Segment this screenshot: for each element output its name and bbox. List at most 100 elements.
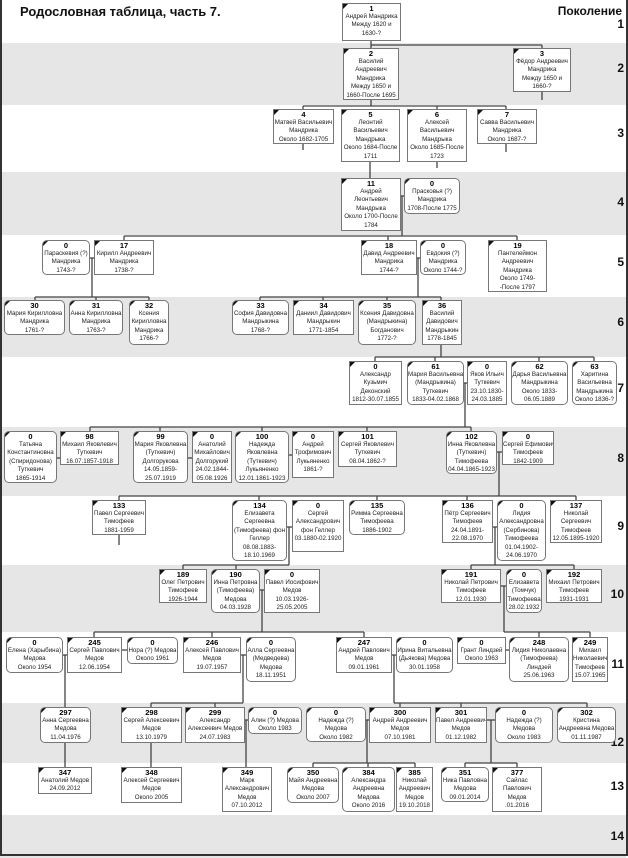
person-box[interactable]: 134 Елизавета Сергеевна (Тимофеева) фон Гелл… (232, 500, 287, 561)
person-box[interactable]: 300 Андрей Андреевич Медов 07.10.1981 (369, 707, 431, 743)
person-detail-line: Михаил (578, 647, 602, 654)
person-box[interactable]: 299 Александр Алексеевич Медов 24.07.1983 (185, 707, 245, 743)
person-box[interactable]: 0 Татьяна Константиновна (Спиридонова) Тутке… (4, 431, 57, 483)
person-box[interactable]: 0 Надежда (?) Медова Около 1982 (306, 707, 366, 742)
person-box[interactable]: 30 Мария Кирилловна Мандрика 1761-? (4, 300, 65, 335)
person-detail-line: 1865-1914 (15, 474, 46, 482)
edit-corner-icon (265, 570, 270, 575)
person-detail-line: Деконский (360, 387, 391, 395)
person-box[interactable]: 247 Андрей Павлович Медов 09.01.1961 (336, 637, 392, 673)
person-box[interactable]: 0 Павел Иосифович Медов 10.03.1926- 25.05.20… (264, 569, 320, 613)
person-box[interactable]: 0 Ирина Витальевна (Дьякова) Медова 30.01.1… (396, 637, 453, 673)
person-box[interactable]: 135 Римма Сергеевна Тимофеева 1886-1902 (349, 500, 405, 535)
person-box[interactable]: 133 Павел Сергеевич Тимофеев 1881-1959 (92, 500, 146, 535)
person-box[interactable]: 192 Михаил Петрович Тимофеев 1931-1931 (546, 569, 602, 603)
person-box[interactable]: 191 Николай Петрович Тимофеев 12.01.1930 (441, 569, 501, 603)
person-detail-line: Мандрика (134, 326, 164, 334)
person-box[interactable]: 350 Майя Андреевна Медова Около 2007 (287, 767, 339, 803)
person-box[interactable]: 249 Михаил Николаевич Тимофеев 15.07.1965 (572, 637, 608, 682)
person-box[interactable]: 298 Сергей Алексеевич Медов 13.10.1979 (121, 707, 182, 743)
person-box[interactable]: 301 Павел Андреевич Медов 01.12.1982 (435, 707, 487, 743)
person-box[interactable]: 385 Николай Андреевич Медов 19.10.2018 (396, 767, 433, 812)
person-box[interactable]: 4 Матвей Васильевич Мандрика Около 1682-170… (273, 109, 334, 144)
person-box[interactable]: 3 Фёдор Андреевич Мандрика Между 1650 и 1660… (513, 48, 571, 92)
person-box[interactable]: 31 Анна Кирилловна Мандрика 1763-? (69, 300, 123, 335)
person-detail-line: Андрей (360, 188, 382, 195)
person-box[interactable]: 102 Инна Яковлевна (Туткевич) Тимофеева 04.0… (446, 431, 497, 474)
person-box[interactable]: 136 Пётр Сергеевич Тимофеев 24.04.1891- 22.0… (442, 500, 493, 543)
person-detail-line: Мандрика (428, 258, 458, 266)
person-box[interactable]: 190 Инна Петровна (Тимофеева) Медова 04.03.1… (211, 569, 260, 613)
person-box[interactable]: 0 Надежда (?) Медова Около 1983 (495, 707, 553, 743)
person-detail-line: Мария Яковлевна (134, 441, 187, 448)
person-box[interactable]: 63 Харитина Васильевна Мандрыкина Около 1836… (572, 361, 617, 405)
person-detail-line: Сергей Яковлевич (341, 441, 394, 448)
person-detail-line: 1931-1931 (559, 595, 589, 603)
person-detail-line: 1743-? (56, 266, 76, 274)
person-box[interactable]: 0 Грант Линдзей Около 1963 (457, 637, 506, 664)
person-detail-line: -После 1797 (499, 283, 536, 291)
edit-corner-icon (337, 638, 342, 643)
person-box[interactable]: 0 Андрей Трофимович Лукьяненко 1861-? (292, 431, 334, 478)
person-detail-line: 24.06.1970 (506, 552, 537, 560)
person-box[interactable]: 36 Василий Давидович Мандрыкин 1778-1845 (422, 300, 462, 345)
edit-corner-icon (184, 638, 189, 643)
person-box[interactable]: 351 Ника Павловна Медова 09.01.2014 (441, 767, 489, 802)
person-box[interactable]: 189 Олег Петрович Тимофеев 1926-1944 (159, 569, 207, 603)
person-box[interactable]: 2 Василий Андреевич Мандрика Между 1650 и 166… (343, 48, 399, 100)
person-detail-line: Медов (390, 725, 410, 733)
person-box[interactable]: 248 Лидия Николаевна (Тимофеева) Линдзей 25.… (509, 637, 569, 682)
person-box[interactable]: 61 Мария Васильевна (Мандрыкина) Туткевич 18… (407, 361, 464, 405)
person-box[interactable]: 35 Ксения Давидовна (Мандрыкина) Богданович… (358, 300, 416, 345)
person-box[interactable]: 17 Кирилл Андреевич Мандрика 1738-? (94, 240, 154, 275)
person-box[interactable]: 0 Сергей Ефимович Тимофеев 1842-1909 (502, 431, 554, 465)
person-box[interactable]: 99 Мария Яковлевна (Туткевич) Долгорукова 14… (133, 431, 188, 483)
person-number: 249 (583, 638, 597, 647)
person-detail-line: Тимофеев (513, 449, 543, 457)
person-box[interactable]: 246 Алексей Павлович Медов 19.07.1957 (183, 637, 241, 673)
person-box[interactable]: 0 Алин (?) Медова Около 1983 (248, 707, 302, 734)
person-box[interactable]: 34 Даниил Давидович Мандрыкин 1771-1854 (293, 300, 354, 335)
person-box[interactable]: 0 Параскевия (?) Мандрика 1743-? (42, 240, 90, 275)
person-detail-line: 01.12.1982 (445, 733, 477, 741)
person-box[interactable]: 137 Николай Сергеевич Тимофеев 12.05.1895-19… (550, 500, 602, 543)
person-detail-line: Линдзей (526, 663, 552, 671)
person-box[interactable]: 7 Савва Васильевич Мандрика Около 1687-? (477, 109, 537, 144)
person-box[interactable]: 62 Дарья Васильевна Мандрыкина Около 1833- 0… (511, 361, 568, 405)
person-box[interactable]: 6 Алексей Васильевич Мандрыка Около 1685-Пос… (407, 109, 467, 162)
person-box[interactable]: 19 Пантелеймон Андреевич Мандрика Около 1749… (488, 240, 547, 292)
generation-band (0, 172, 626, 235)
person-box[interactable]: 347 Анатолий Медов 24.09.2012 (38, 767, 92, 794)
person-box[interactable]: 0 Сергей Александрович фон Геллер 03.1880-02… (292, 500, 344, 552)
person-box[interactable]: 0 Яков Ильич Туткевич 23.10.1830- 24.03.1885 (467, 361, 507, 405)
person-box[interactable]: 384 Александра Андреевна Медова Около 2016 (342, 767, 395, 812)
person-box[interactable]: 98 Михаил Яковлевич Туткевич 16.07.1857-191… (60, 431, 119, 465)
person-box[interactable]: 0 Евдокия (?) Мандрика Около 1744-? (420, 240, 466, 275)
person-box[interactable]: 101 Сергей Яковлевич Туткевич 08.04.1862-? (338, 431, 397, 467)
person-box[interactable]: 377 Сайлас Павлович Медов .01.2016 (492, 767, 542, 812)
person-box[interactable]: 0 Алла Сергеевна (Медведева) Медова 18.11.19… (246, 637, 296, 682)
person-box[interactable]: 302 Кристина Андреевна Медова 01.11.1987 (557, 707, 616, 743)
person-detail-line: Тимофеев (575, 663, 605, 671)
person-box[interactable]: 0 Лидия Александровна (Сербинова) Тимофеева 0… (497, 500, 546, 561)
person-box[interactable]: 0 Нора (?) Медова Около 1961 (127, 637, 178, 664)
person-number: 136 (461, 501, 474, 510)
person-box[interactable]: 100 Надежда Яковлевна (Туткевич) Лукьяненко 1… (235, 431, 289, 483)
person-box[interactable]: 32 Ксения Кирилловна Мандрика 1766-? (129, 300, 169, 345)
person-box[interactable]: 0 Александр Кузьмич Деконский 1812-30.07.185… (349, 361, 402, 405)
person-box[interactable]: 348 Алексей Сергеевич Медов Около 2005 (121, 767, 182, 803)
person-box[interactable]: 297 Анна Сергеевна Медова 11.04.1976 (40, 707, 91, 743)
person-box[interactable]: 18 Давид Андреевич Мандрика 1744-? (361, 240, 417, 275)
person-box[interactable]: 0 Елена (Харыбина) Медова Около 1954 (6, 637, 63, 673)
person-box[interactable]: 33 София Давидовна Мандрыкина 1768-? (232, 300, 289, 335)
person-detail-line: Мандрыка (422, 135, 452, 143)
person-box[interactable]: 349 Марк Александрович Медов 07.10.2012 (222, 767, 272, 812)
person-box[interactable]: 0 Прасковья (?) Мандрика 1708-После 1775 (404, 178, 460, 214)
person-box[interactable]: 0 Анатолий Михайлович Долгорукий 24.02.1844-… (192, 431, 232, 483)
person-box[interactable]: 11 Андрей Леонтьевич Мандрыка Около 1700-Пос… (341, 178, 401, 231)
person-box[interactable]: 0 Елизавета (Томчук) Тимофеева 28.02.1932 (506, 569, 542, 613)
person-detail-line: 1861-? (303, 466, 323, 474)
person-box[interactable]: 245 Сергей Павлович Медов 12.06.1954 (67, 637, 122, 673)
person-box[interactable]: 5 Леонтий Васильевич Мандрыка Около 1684-Пос… (341, 109, 400, 162)
person-box[interactable]: 1 Андрей Мандрика Между 1620 и 1630-? (342, 3, 401, 41)
